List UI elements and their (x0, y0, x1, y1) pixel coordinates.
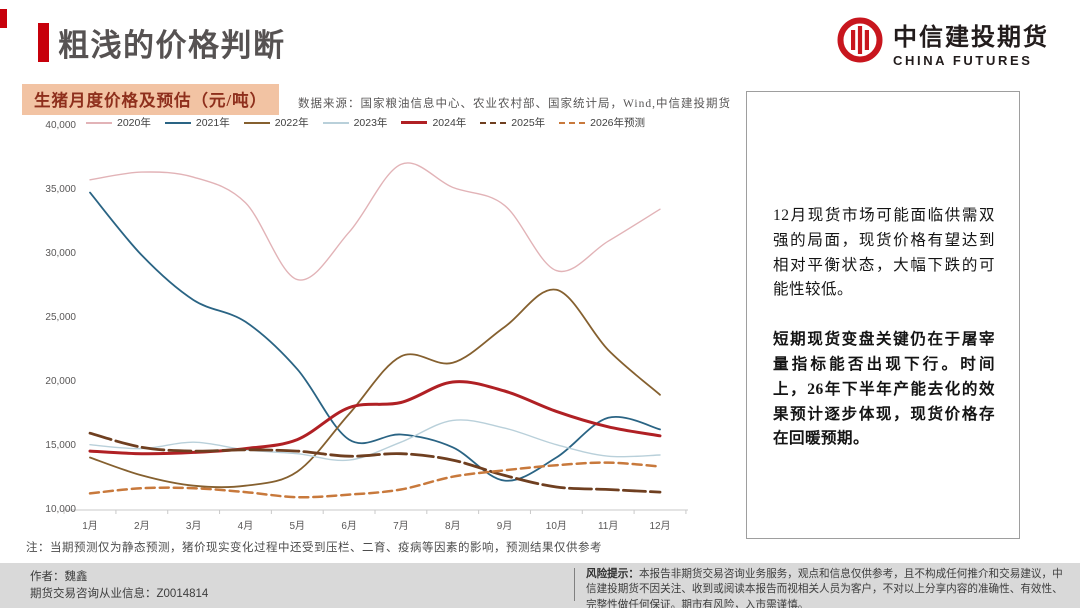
risk-disclaimer: 风险提示：本报告非期货交易咨询业务服务，观点和信息仅供参考，且不构成任何推介和交… (586, 567, 1066, 608)
x-axis-tick-label: 9月 (496, 521, 513, 532)
footer-divider (574, 568, 575, 601)
x-axis-tick-label: 3月 (185, 521, 202, 532)
y-axis-tick-label: 30,000 (45, 248, 76, 259)
line-chart (63, 162, 688, 514)
series-line-2025年 (88, 431, 662, 494)
x-axis-tick-label: 8月 (444, 521, 461, 532)
chart-footnote: 注：当期预测仅为静态预测，猪价现实变化过程中还受到压栏、二育、疫病等因素的影响，… (26, 542, 602, 554)
x-axis-tick-label: 6月 (341, 521, 357, 532)
x-axis-tick-label: 1月 (82, 521, 98, 532)
x-axis-tick-label: 12月 (649, 521, 671, 532)
risk-text: 本报告非期货交易咨询业务服务，观点和信息仅供参考，且不构成任何推介和交易建议，中… (586, 568, 1063, 608)
x-axis-tick-label: 11月 (597, 521, 619, 532)
commentary-paragraph-1: 12月现货市场可能面临供需双强的局面，现货价格有望达到相对平衡状态，大幅下跌的可… (773, 207, 995, 299)
legend-label: 2022年 (274, 117, 309, 129)
legend-item-2023年: 2023年 (322, 115, 388, 130)
y-axis-tick-label: 10,000 (45, 504, 76, 515)
author-name: 作者：魏鑫 (30, 571, 88, 583)
x-axis-tick-label: 7月 (393, 521, 409, 532)
legend-item-2025年: 2025年 (480, 115, 545, 130)
y-axis-tick-label: 35,000 (45, 184, 76, 195)
y-axis-tick-label: 25,000 (45, 312, 76, 323)
series-line-2021年 (89, 191, 661, 482)
y-axis-tick-label: 15,000 (45, 440, 76, 451)
legend-label: 2023年 (353, 117, 388, 129)
legend-label: 2025年 (511, 117, 546, 129)
x-axis-tick-label: 4月 (237, 521, 254, 532)
legend-label: 2021年 (195, 117, 230, 129)
legend-line-sample (86, 121, 112, 124)
title-accent-bar (38, 23, 49, 62)
x-axis-tick-label: 2月 (134, 521, 150, 532)
commentary-panel: 12月现货市场可能面临供需双强的局面，现货价格有望达到相对平衡状态，大幅下跌的可… (746, 91, 1020, 539)
legend-line-sample (401, 121, 428, 124)
data-source-text: 数据来源：国家粮油信息中心、农业农村部、国家统计局，Wind,中信建投期货 (298, 98, 731, 110)
y-axis-tick-label: 20,000 (45, 376, 76, 387)
page-title: 粗浅的价格判断 (58, 28, 286, 63)
footer-bar: 作者：魏鑫 期货交易咨询从业信息：Z0014814 风险提示：本报告非期货交易咨… (0, 563, 1080, 608)
logo-en-text: CHINA FUTURES (893, 53, 1033, 68)
corner-accent-mark (0, 9, 7, 28)
legend-item-2021年: 2021年 (164, 115, 230, 130)
legend-label: 2020年 (117, 117, 151, 129)
series-line-2023年 (89, 419, 661, 462)
legend-item-2020年: 2020年 (86, 115, 151, 130)
x-axis-tick-label: 5月 (289, 521, 306, 532)
series-line-2026年预测 (88, 461, 662, 499)
citic-logo-icon (836, 16, 884, 69)
legend-line-sample (243, 121, 270, 124)
author-license: 期货交易咨询从业信息：Z0014814 (30, 587, 209, 600)
commentary-paragraph-2: 短期现货变盘关键仍在于屠宰量指标能否出现下行。时间上，26年下半年产能去化的效果… (773, 331, 995, 448)
legend-line-sample (480, 121, 507, 124)
legend-line-sample (164, 121, 191, 124)
logo-cn-text: 中信建投期货 (893, 25, 1049, 51)
chart-title-badge: 生猪月度价格及预估（元/吨） (22, 84, 280, 115)
company-logo: 中信建投期货 CHINA FUTURES (836, 16, 1049, 69)
series-line-2020年 (89, 162, 661, 281)
author-info: 作者：魏鑫 期货交易咨询从业信息：Z0014814 (30, 569, 208, 602)
series-line-2022年 (89, 288, 661, 489)
y-axis-tick-label: 40,000 (45, 120, 76, 131)
series-line-2024年 (88, 380, 662, 456)
chart-legend: 2020年 2021年 2022年 2023年 2024年 2025年 2026年预测 (86, 115, 645, 130)
legend-label: 2026年预测 (590, 117, 646, 129)
x-axis-tick-label: 10月 (545, 521, 567, 532)
legend-line-sample (322, 121, 349, 124)
legend-item-2022年: 2022年 (243, 115, 309, 130)
legend-line-sample (559, 121, 586, 124)
legend-item-2024年: 2024年 (401, 115, 466, 130)
legend-item-2026年预测: 2026年预测 (559, 115, 645, 130)
risk-label: 风险提示： (586, 568, 639, 580)
legend-label: 2024年 (432, 117, 467, 129)
